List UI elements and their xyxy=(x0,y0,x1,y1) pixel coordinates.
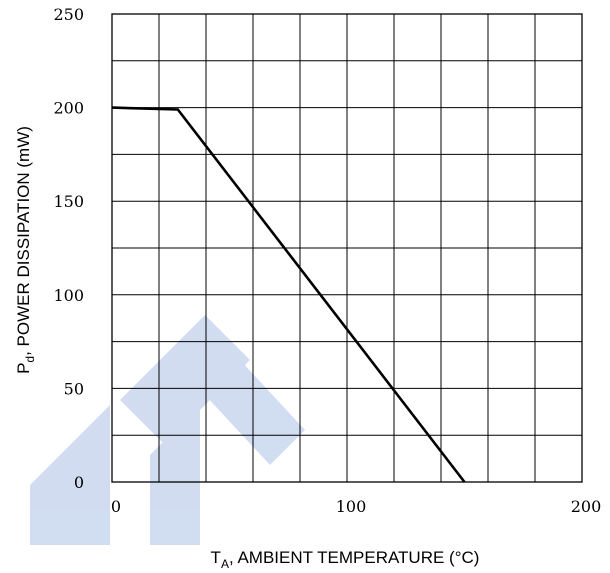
y-tick-label: 150 xyxy=(53,192,84,211)
y-axis-label: Pd, POWER DISSIPATION (mW) xyxy=(14,126,37,374)
y-tick-label: 100 xyxy=(53,286,84,305)
watermark xyxy=(30,315,305,545)
x-tick-label: 0 xyxy=(111,497,121,516)
x-axis-label: TA, AMBIENT TEMPERATURE (°C) xyxy=(211,548,480,571)
plot-border xyxy=(111,13,583,483)
plot-frame xyxy=(111,13,583,483)
series-layer xyxy=(111,106,466,483)
x-tick-label: 200 xyxy=(571,497,602,516)
y-tick-label: 250 xyxy=(53,5,84,24)
y-tick-label: 0 xyxy=(74,473,84,492)
x-tick-labels: 0 100 200 xyxy=(111,497,601,516)
y-tick-labels: 0 50 100 150 200 250 xyxy=(53,5,84,492)
power-derating-line xyxy=(111,106,466,483)
x-tick-label: 100 xyxy=(336,497,367,516)
y-tick-label: 200 xyxy=(53,99,84,118)
y-tick-label: 50 xyxy=(64,379,84,398)
